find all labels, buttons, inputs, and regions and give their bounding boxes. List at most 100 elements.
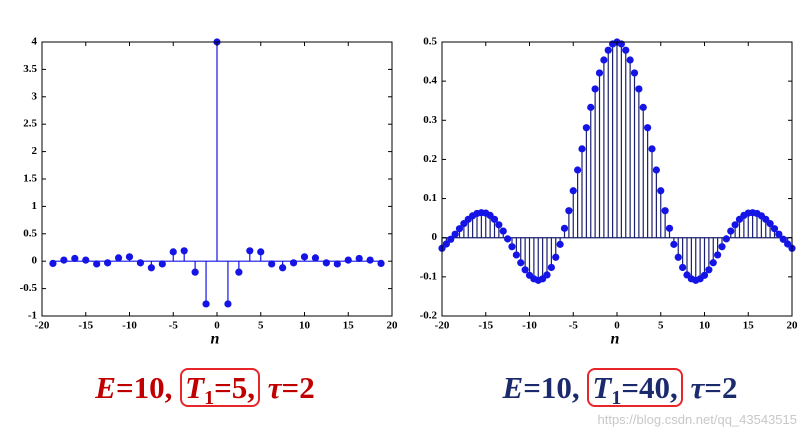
stem-marker	[311, 254, 320, 262]
caption-part: E	[95, 370, 116, 405]
stem-marker	[670, 240, 678, 248]
y-tick-label: -0.2	[420, 310, 438, 322]
stem-marker	[626, 56, 634, 64]
stem-marker	[512, 251, 520, 259]
x-axis-label: n	[611, 331, 620, 348]
y-tick-label: 1.5	[23, 173, 37, 185]
stem-marker	[578, 145, 586, 153]
stem-marker	[268, 260, 276, 268]
stem-marker	[147, 264, 155, 272]
highlight-box: T1=5,	[180, 368, 261, 409]
stem-marker	[104, 259, 112, 267]
stem-marker	[355, 254, 363, 263]
caption: E=10, T1=5, τ=2	[15, 368, 395, 410]
stem-marker	[569, 187, 577, 195]
stem-marker	[495, 221, 503, 229]
stem-marker	[543, 271, 551, 279]
stem-marker	[377, 259, 385, 267]
caption-part: =10,	[115, 370, 181, 405]
caption-part: =10,	[523, 370, 588, 405]
stem-marker	[158, 260, 166, 268]
stem-marker	[82, 256, 90, 264]
caption: E=10, T1=40, τ=2	[430, 368, 807, 410]
y-tick-label: 0	[432, 231, 438, 243]
stem-marker	[442, 240, 450, 248]
x-tick-label: 10	[299, 320, 311, 332]
x-tick-label: -5	[569, 320, 579, 332]
caption-part: =2	[704, 370, 738, 405]
stem-marker	[622, 46, 630, 54]
stem-marker	[587, 103, 595, 111]
stem-marker	[125, 253, 134, 261]
caption-part: T	[592, 370, 612, 405]
stem-marker	[679, 263, 687, 272]
stem-marker	[661, 207, 669, 215]
stem-marker	[517, 259, 525, 267]
stem-marker	[635, 85, 643, 93]
caption-part: =2	[281, 370, 315, 405]
y-tick-label: -0.5	[20, 282, 38, 294]
stem-marker	[574, 166, 582, 174]
y-tick-label: 0	[32, 255, 38, 267]
stem-marker	[705, 266, 713, 274]
y-tick-label: 2.5	[23, 118, 37, 130]
y-tick-label: 1	[32, 200, 38, 212]
caption-part: =5,	[214, 370, 256, 405]
stem-marker	[344, 256, 352, 264]
x-tick-label: -5	[169, 320, 179, 332]
watermark: https://blog.csdn.net/qq_43543515	[597, 412, 798, 427]
stem-marker	[779, 235, 787, 243]
stem-marker	[560, 224, 569, 232]
stem-marker	[700, 271, 709, 279]
stem-marker	[490, 215, 499, 223]
x-tick-label: -15	[478, 320, 493, 332]
stem-marker	[366, 256, 374, 264]
stem-marker	[727, 227, 735, 235]
y-tick-label: 0.1	[423, 192, 437, 204]
stem-marker	[508, 243, 516, 251]
stem-marker	[60, 256, 68, 264]
x-tick-label: 20	[387, 320, 399, 332]
caption-part: 1	[204, 387, 215, 409]
stem-marker	[499, 227, 507, 235]
stem-marker	[521, 266, 529, 274]
stem-marker	[556, 240, 564, 248]
stem-marker	[289, 259, 298, 267]
stem-marker	[169, 248, 177, 256]
stem-marker	[257, 248, 265, 256]
caption-part: =40,	[621, 370, 678, 405]
stem-marker	[652, 166, 660, 174]
stem-marker	[322, 259, 330, 267]
stem-marker	[674, 253, 682, 261]
stem-marker	[504, 235, 512, 243]
y-tick-label: 2	[32, 145, 38, 157]
x-tick-label: -15	[78, 320, 93, 332]
x-tick-label: 20	[787, 320, 799, 332]
stem-marker	[617, 40, 625, 48]
y-tick-label: 0.3	[423, 114, 437, 126]
x-tick-label: 5	[658, 320, 664, 332]
stem-marker	[447, 235, 455, 243]
x-tick-label: 15	[743, 320, 755, 332]
stem-marker	[333, 260, 341, 268]
caption-part: T	[185, 370, 205, 405]
stem-marker	[639, 103, 647, 111]
stem-marker	[714, 251, 722, 259]
stem-marker	[93, 260, 101, 268]
stem-marker	[202, 300, 210, 308]
stem-marker	[731, 221, 739, 229]
stem-marker	[665, 224, 674, 232]
stem-marker	[718, 243, 726, 251]
x-tick-label: 15	[343, 320, 355, 332]
caption-part	[260, 370, 268, 405]
stem-marker	[565, 207, 573, 215]
x-tick-label: -20	[435, 320, 450, 332]
stem-marker	[300, 253, 309, 261]
stem-marker	[191, 268, 199, 276]
y-tick-label: 4	[32, 36, 38, 48]
stem-marker	[595, 69, 604, 77]
y-tick-label: -1	[28, 310, 37, 322]
stem-marker	[600, 56, 608, 64]
stem-marker	[279, 264, 287, 272]
